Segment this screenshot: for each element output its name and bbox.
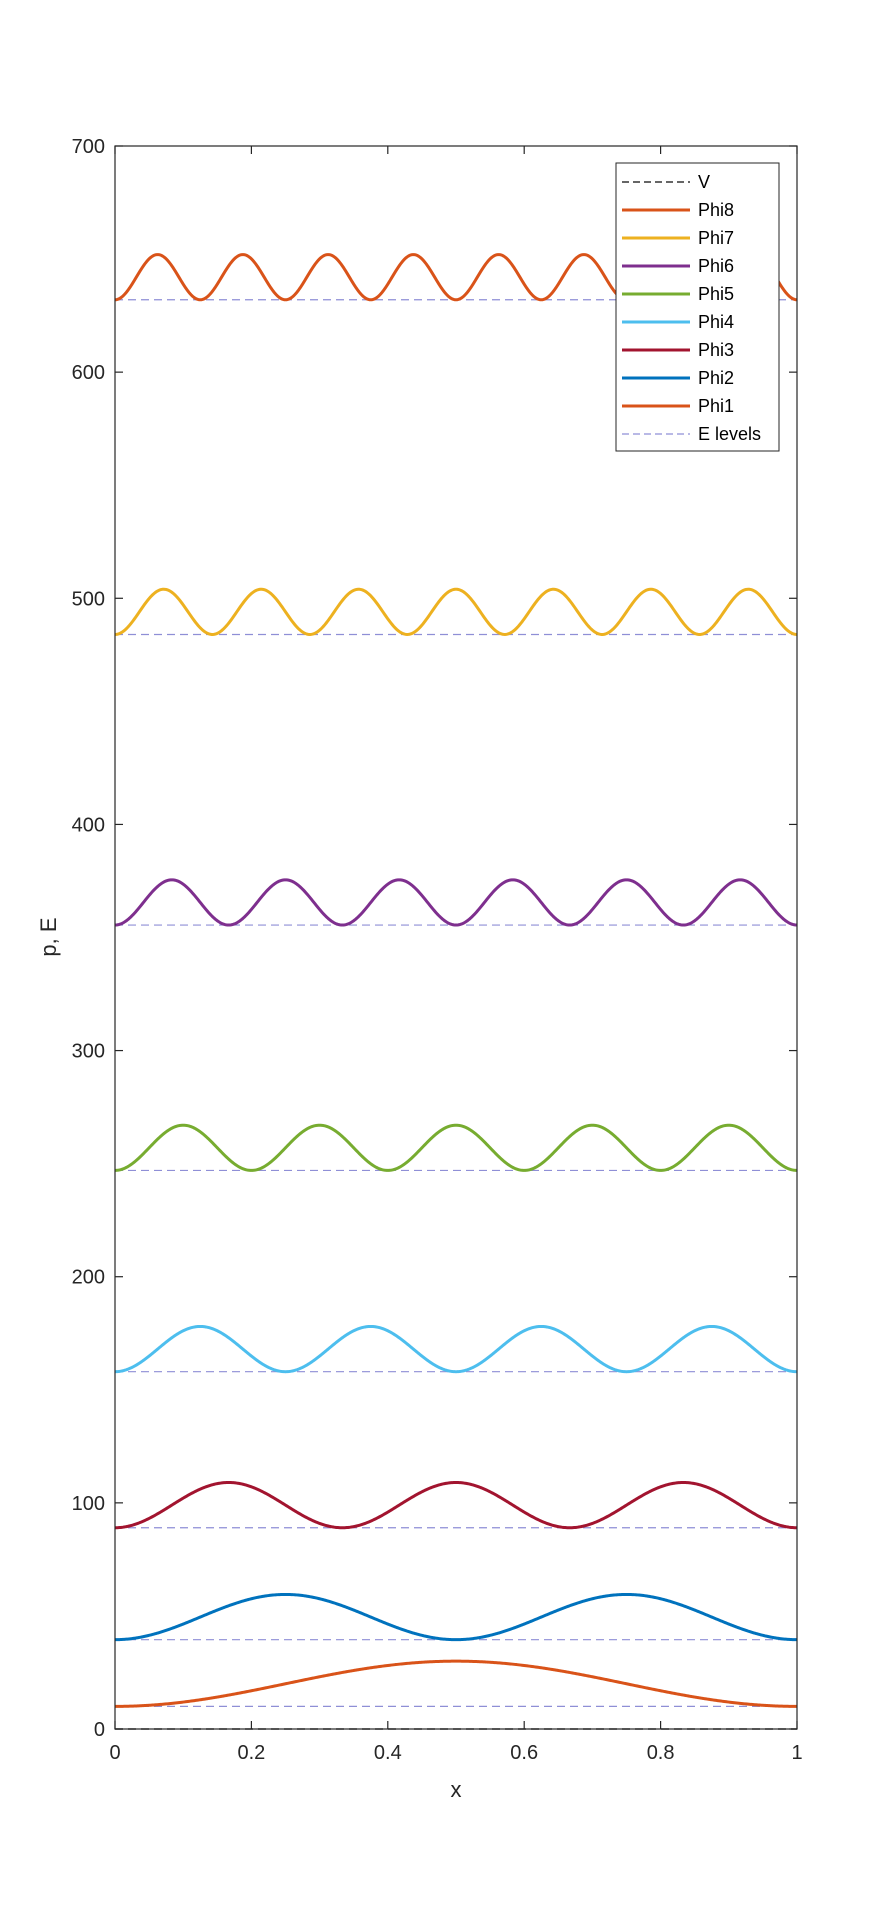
y-tick-label: 200 xyxy=(72,1267,105,1289)
y-tick-label: 500 xyxy=(72,588,105,610)
legend-entry-label: Phi7 xyxy=(698,228,734,248)
x-tick-label: 0.4 xyxy=(374,1742,402,1764)
series-line-phi4 xyxy=(114,1324,798,1374)
legend: V Phi8 Phi7 Phi6 Phi5 Phi4 Phi3 Phi2 Phi1 E level… xyxy=(615,162,780,452)
x-tick-label: 1 xyxy=(791,1742,802,1764)
series-line-phi2 xyxy=(115,1592,797,1642)
series-line-phi5 xyxy=(114,1123,798,1172)
x-tick-label: 0.6 xyxy=(510,1742,538,1764)
x-tick-label: 0 xyxy=(109,1742,120,1764)
legend-entry-label: Phi2 xyxy=(698,368,734,388)
y-tick-label: 700 xyxy=(72,136,105,158)
y-tick-label: 600 xyxy=(72,362,105,384)
x-tick-label: 0.8 xyxy=(647,1742,675,1764)
x-axis-label: x xyxy=(451,1777,462,1802)
x-tick-label: 0.2 xyxy=(237,1742,265,1764)
legend-entry-label: Phi3 xyxy=(698,340,734,360)
y-tick-label: 400 xyxy=(72,814,105,836)
legend-entry-label: Phi8 xyxy=(698,200,734,220)
series-line-phi7 xyxy=(114,587,798,636)
legend-entry-label: E levels xyxy=(698,424,761,444)
legend-entry-label: Phi1 xyxy=(698,396,734,416)
legend-entry-label: Phi5 xyxy=(698,284,734,304)
tick-layer: 0 0.2 0.4 0.6 0.8 1 0 100 200 300 400 500 600 700 xyxy=(72,136,803,1764)
legend-entry-label: Phi4 xyxy=(698,312,734,332)
y-tick-label: 0 xyxy=(94,1719,105,1741)
y-axis-label: p, E xyxy=(36,917,61,956)
legend-entry-label: V xyxy=(698,172,710,192)
legend-entry-label: Phi6 xyxy=(698,256,734,276)
series-line-phi3 xyxy=(114,1480,798,1530)
y-tick-label: 100 xyxy=(72,1493,105,1515)
y-tick-label: 300 xyxy=(72,1041,105,1063)
series-layer xyxy=(114,253,798,1730)
series-line-phi6 xyxy=(114,878,798,927)
series-line-phi1 xyxy=(114,1659,798,1708)
plot-frame xyxy=(114,145,798,1730)
